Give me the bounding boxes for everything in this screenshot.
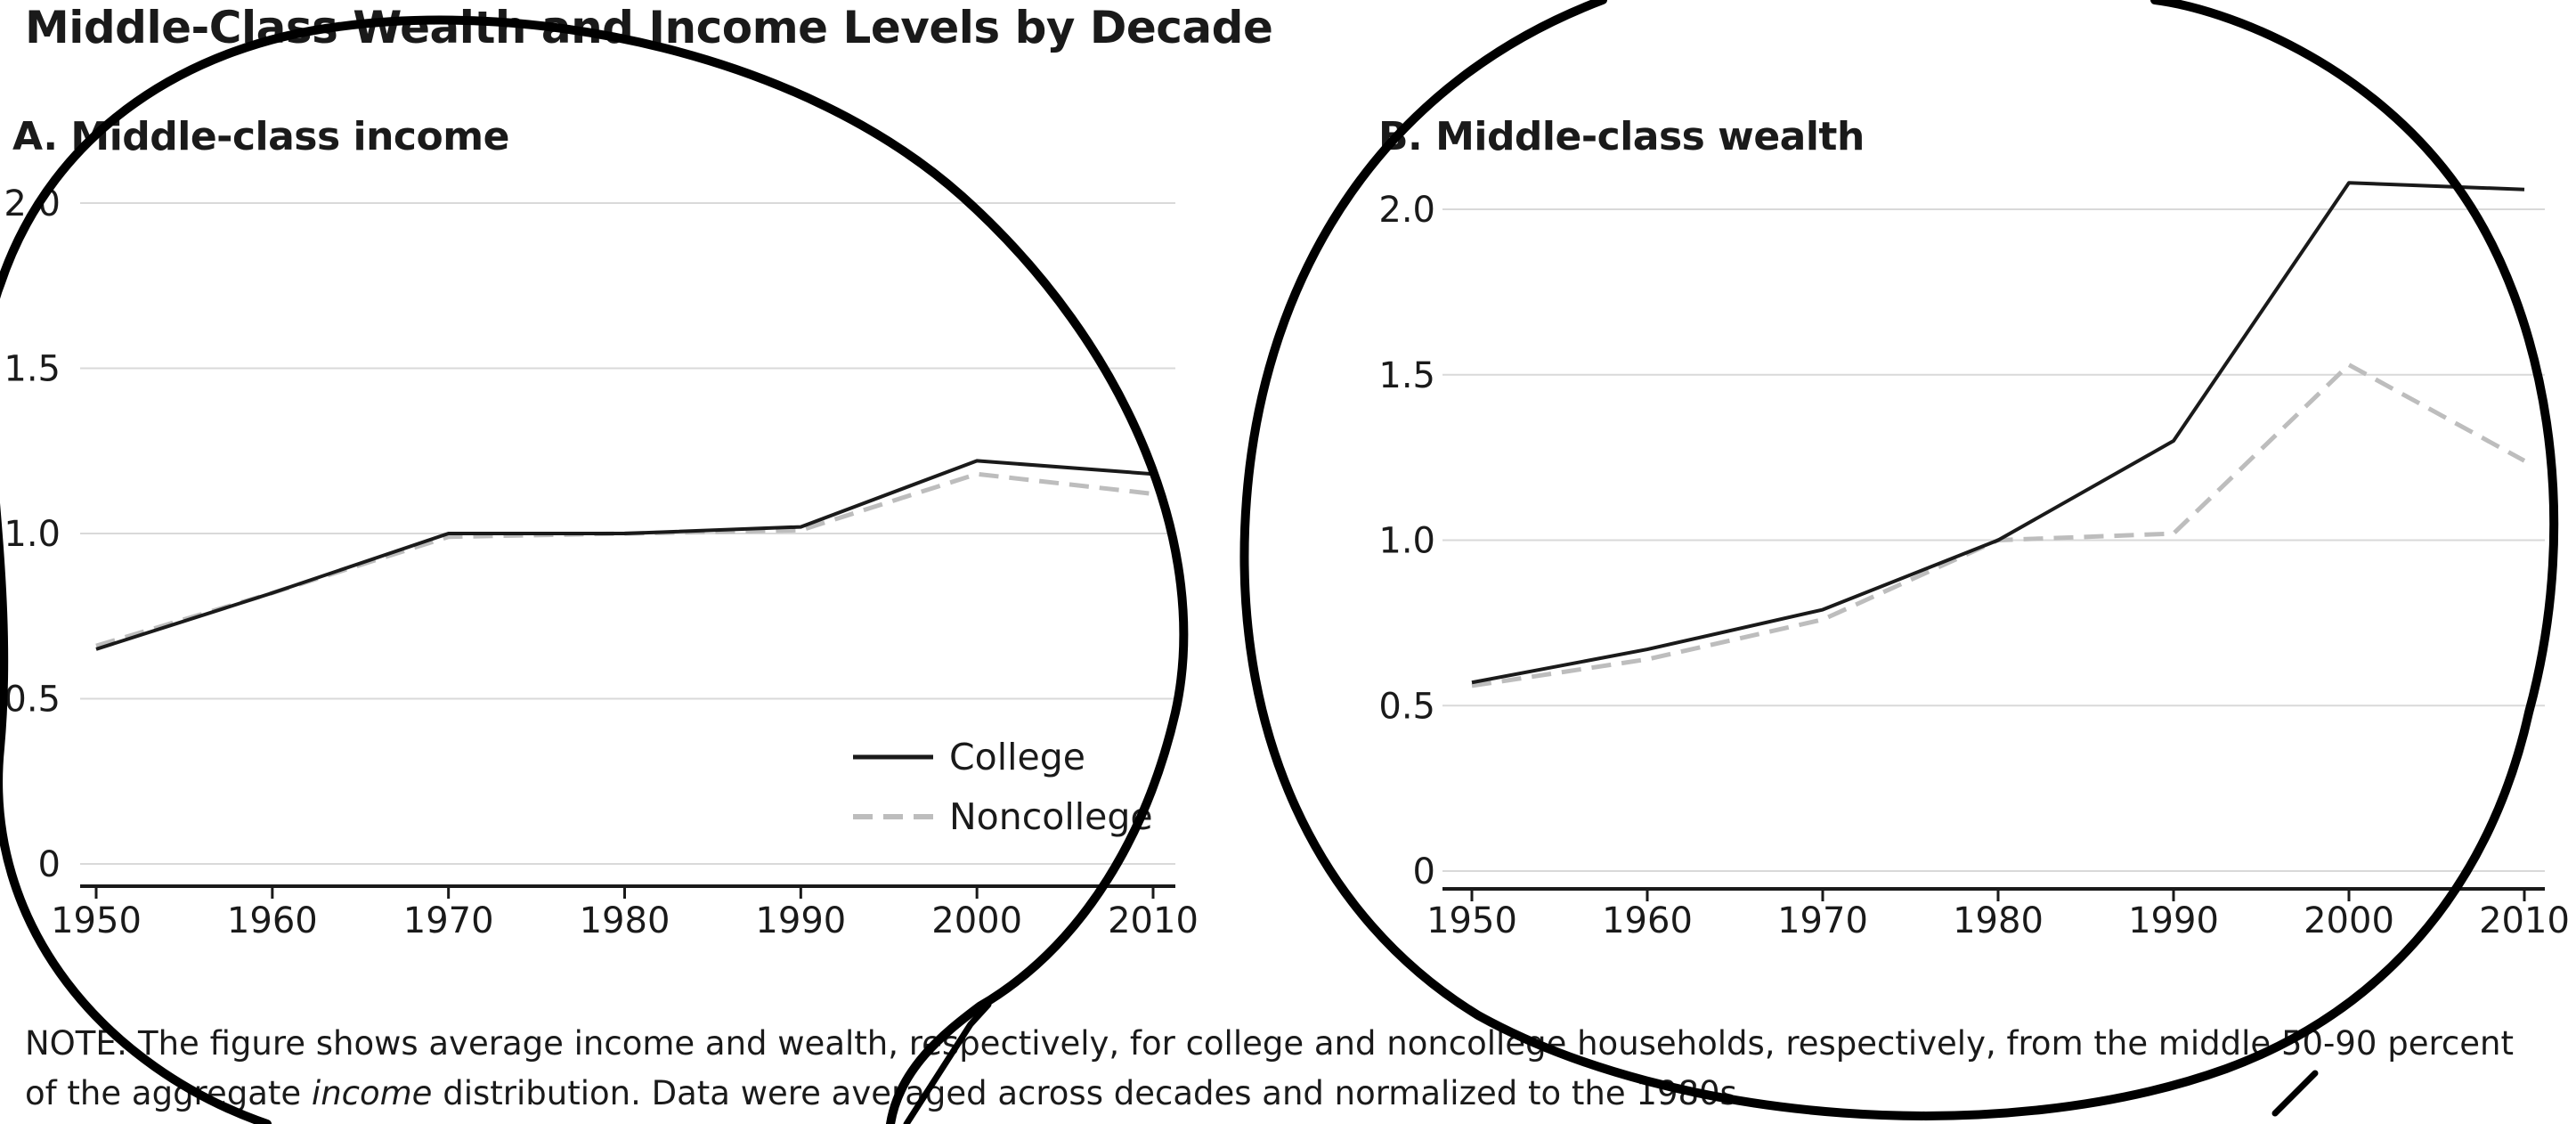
y-tick-label: 2.0 (4, 183, 61, 224)
y-tick-label: 0.5 (1378, 686, 1435, 727)
x-tick-label: 1980 (580, 900, 670, 941)
note-text-italic: income (311, 1074, 433, 1112)
x-tick-label: 1960 (1602, 900, 1693, 941)
x-tick-label: 2010 (2479, 900, 2570, 941)
series-line-college (95, 459, 1154, 651)
series-line-noncollege (1471, 362, 2526, 688)
x-tick-label: 1950 (51, 900, 142, 941)
x-tick-label: 2000 (931, 900, 1022, 941)
wealth-chart: 0 0.5 1.0 1.5 2.0 1950 1960 1970 1980 1990 2000 201… (1378, 181, 2570, 941)
charts-canvas: 0 0.5 1.0 1.5 2.0 1950 1960 1970 1980 1990 2000 201… (4, 181, 2570, 941)
y-tick-label: 0 (1413, 851, 1435, 892)
x-tick-label: 1960 (227, 900, 318, 941)
y-tick-label: 1.5 (1378, 355, 1435, 396)
x-tick-label: 1990 (2128, 900, 2219, 941)
x-tick-label: 1950 (1426, 900, 1517, 941)
legend-label-college: College (949, 736, 1085, 778)
x-tick-label: 1970 (403, 900, 494, 941)
series-line-college (1471, 181, 2525, 685)
legend-label-noncollege: Noncollege (949, 795, 1153, 838)
figure-note: NOTE: The figure shows average income an… (25, 1019, 2554, 1119)
y-tick-label: 2.0 (1378, 190, 1435, 231)
x-tick-label: 1980 (1953, 900, 2044, 941)
note-text-2: distribution. Data were averaged across … (432, 1074, 1748, 1112)
series-line-noncollege (95, 471, 1154, 648)
income-chart: 0 0.5 1.0 1.5 2.0 1950 1960 1970 1980 1990 2000 201… (4, 183, 1199, 941)
y-tick-label: 0 (38, 844, 61, 885)
y-tick-label: 1.0 (1378, 521, 1435, 562)
y-tick-label: 1.5 (4, 349, 61, 390)
x-tick-label: 1990 (755, 900, 846, 941)
y-tick-label: 0.5 (4, 680, 61, 721)
x-tick-label: 2010 (1108, 900, 1199, 941)
x-tick-label: 1970 (1777, 900, 1868, 941)
x-tick-label: 2000 (2304, 900, 2394, 941)
y-tick-label: 1.0 (4, 514, 61, 555)
